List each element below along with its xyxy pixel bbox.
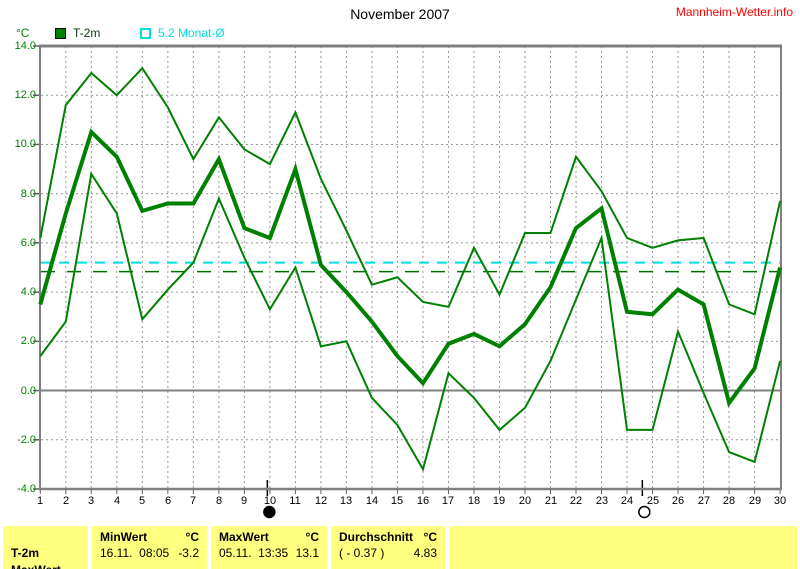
x-axis-label: 15 [390, 495, 404, 507]
x-axis-label: 14 [365, 495, 379, 507]
x-axis-label: 7 [189, 495, 197, 507]
page-title: November 2007 [350, 6, 450, 22]
y-axis-label: 8.0 [20, 188, 36, 200]
minwert-header: MinWert °C [100, 529, 199, 544]
x-axis-label: 27 [697, 495, 711, 507]
t2m-legend-label: T-2m [73, 26, 101, 40]
x-axis-label: 10 [263, 495, 277, 507]
x-axis-label: 20 [518, 495, 532, 507]
maxwert-header: MaxWert °C [219, 529, 319, 544]
table-col-durchschnitt: Durchschnitt °C ( - 0.37 ) 4.83 [331, 526, 445, 569]
minwert-value-row: 16.11. 08:05 -3.2 [100, 545, 199, 560]
x-axis-label: 5 [138, 495, 146, 507]
durchschnitt-header: Durchschnitt °C [339, 529, 437, 544]
x-axis-label: 22 [569, 495, 583, 507]
y-axis-label: 6.0 [20, 237, 36, 249]
t2m-legend-swatch [55, 28, 66, 39]
x-axis-label: 23 [595, 495, 609, 507]
y-axis-label: -4.0 [17, 483, 36, 495]
y-axis-unit-label: °C [16, 26, 30, 40]
x-axis-label: 8 [215, 495, 223, 507]
maxwert-value-row: 05.11. 13:35 13.1 [219, 545, 319, 560]
mean-temperature-line [38, 128, 783, 408]
x-axis-label: 16 [416, 495, 430, 507]
x-axis-label: 1 [36, 495, 44, 507]
x-axis-label: 19 [492, 495, 506, 507]
x-axis-label: 13 [339, 495, 353, 507]
table-col-minwert: MinWert °C 16.11. 08:05 -3.2 [92, 526, 207, 569]
table-header-blank [3, 526, 88, 544]
x-axis-label: 9 [240, 495, 248, 507]
x-axis-label: 6 [164, 495, 172, 507]
x-axis-label: 2 [62, 495, 70, 507]
x-axis-label: 4 [113, 495, 121, 507]
x-axis-label: 3 [87, 495, 95, 507]
x-axis-label: 29 [748, 495, 762, 507]
table-col-empty [449, 526, 797, 569]
y-axis-label: -2.0 [17, 434, 36, 446]
y-axis-label: 4.0 [20, 286, 36, 298]
table-row-label: T-2m [11, 545, 40, 560]
x-axis-label: 12 [314, 495, 328, 507]
max-temperature-line [39, 66, 782, 316]
new-moon-icon [263, 505, 276, 519]
table-col-maxwert: MaxWert °C 05.11. 13:35 13.1 [211, 526, 327, 569]
y-axis-label: 12.0 [14, 89, 36, 101]
min-temperature-line [39, 171, 782, 472]
x-axis-label: 28 [722, 495, 736, 507]
x-axis-label: 26 [671, 495, 685, 507]
y-axis-label: 14.0 [14, 40, 36, 52]
monat-legend-label: 5.2 Monat-Ø [158, 26, 225, 40]
site-link[interactable]: Mannheim-Wetter.info [675, 5, 793, 19]
full-moon-icon [638, 505, 651, 519]
x-axis-label: 30 [773, 495, 787, 507]
monat-legend-swatch [140, 28, 151, 39]
durchschnitt-value-row: ( - 0.37 ) 4.83 [339, 545, 437, 560]
x-axis-label: 24 [620, 495, 634, 507]
table-col-rowlabels: T-2m MaxWert [3, 526, 88, 569]
y-axis-label: 2.0 [20, 335, 36, 347]
y-axis-label: 10.0 [14, 138, 36, 150]
x-axis-label: 21 [544, 495, 558, 507]
y-axis-label: 0.0 [20, 385, 36, 397]
x-axis-label: 11 [289, 495, 301, 507]
x-axis-label: 18 [467, 495, 481, 507]
x-axis-label: 17 [441, 495, 455, 507]
table-next-row-label: MaxWert [3, 561, 88, 569]
x-axis-label: 25 [646, 495, 660, 507]
